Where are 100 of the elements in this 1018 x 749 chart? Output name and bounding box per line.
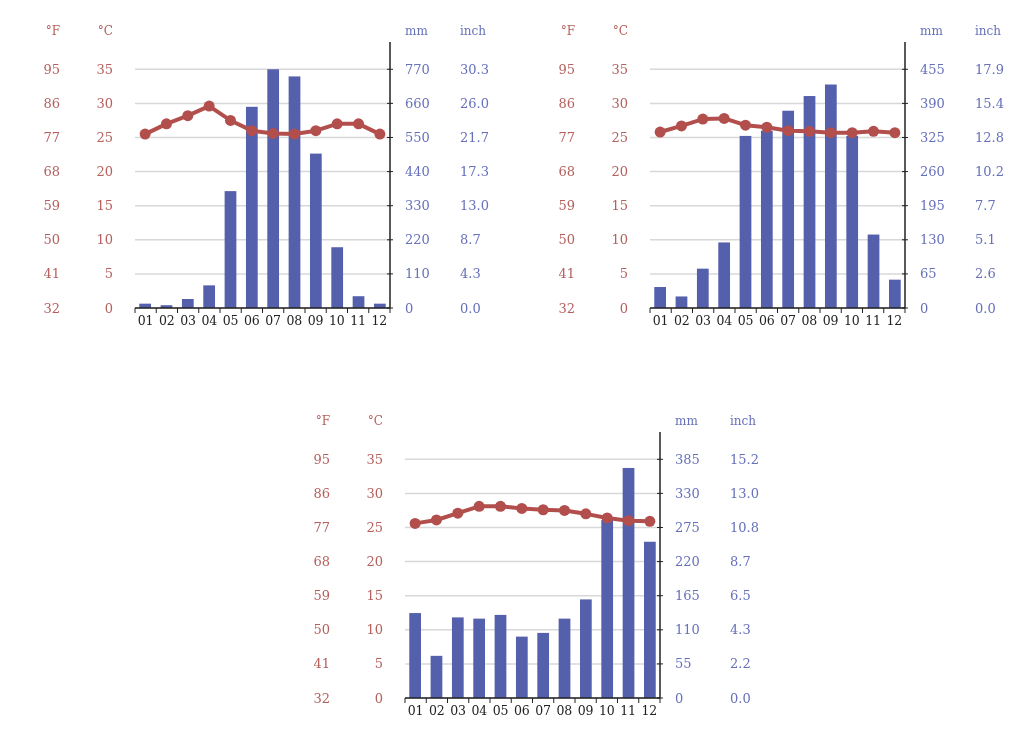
text: 0.0 bbox=[460, 300, 481, 316]
y2-tick-label: 660 bbox=[405, 95, 430, 111]
text: inch bbox=[460, 24, 487, 38]
y3-tick-label: 95 bbox=[313, 451, 330, 467]
point bbox=[644, 515, 656, 527]
text: 6.5 bbox=[730, 588, 751, 604]
point bbox=[623, 515, 635, 527]
y3-tick-label: 32 bbox=[558, 300, 575, 316]
y2-tick-label: 0 bbox=[675, 690, 684, 706]
y-tick-label: 15 bbox=[611, 198, 628, 214]
y-tick-label: 0 bbox=[374, 690, 383, 706]
point bbox=[452, 507, 464, 519]
bar bbox=[782, 110, 795, 308]
x-tick-label: 08 bbox=[286, 313, 303, 328]
text: 26.0 bbox=[460, 95, 489, 111]
x-tick-label: 10 bbox=[598, 703, 615, 718]
x-tick-label: 06 bbox=[758, 313, 775, 328]
bar bbox=[675, 296, 688, 308]
point bbox=[203, 100, 215, 112]
y-tick-label: 5 bbox=[619, 266, 628, 282]
y2-tick-label: 260 bbox=[920, 164, 945, 180]
y3-axis-title: °F bbox=[45, 24, 60, 38]
y-tick-label: 35 bbox=[611, 61, 628, 77]
y-tick-label: 35 bbox=[366, 451, 383, 467]
text: 0.0 bbox=[975, 300, 996, 316]
point bbox=[494, 500, 506, 512]
y3-tick-label: 59 bbox=[43, 198, 60, 214]
y2-tick-label: 130 bbox=[920, 232, 945, 248]
y-tick-label: 20 bbox=[96, 164, 113, 180]
y2-tick-label: 390 bbox=[920, 95, 945, 111]
x-tick-label: 08 bbox=[556, 703, 573, 718]
x-tick-label: 07 bbox=[780, 313, 797, 328]
y2-tick-label: 330 bbox=[405, 198, 430, 214]
y2-tick-label: 220 bbox=[405, 232, 430, 248]
x-tick-label: 02 bbox=[673, 313, 690, 328]
bar bbox=[718, 242, 731, 308]
point bbox=[761, 121, 773, 133]
text: 0.0 bbox=[730, 690, 751, 706]
y2-tick-label: 440 bbox=[405, 164, 430, 180]
y3-tick-label: 68 bbox=[558, 164, 575, 180]
point bbox=[654, 126, 666, 138]
text: 21.7 bbox=[460, 130, 489, 146]
x-tick-label: 12 bbox=[371, 313, 388, 328]
point bbox=[825, 127, 837, 139]
y2-tick-label: 110 bbox=[405, 266, 430, 282]
y-tick-label: 10 bbox=[611, 232, 628, 248]
x-tick-label: 05 bbox=[492, 703, 509, 718]
point bbox=[473, 500, 485, 512]
y-tick-label: 30 bbox=[96, 95, 113, 111]
x-tick-label: 02 bbox=[158, 313, 175, 328]
y2-tick-label: 65 bbox=[920, 266, 937, 282]
bar bbox=[846, 135, 859, 308]
x-tick-label: 11 bbox=[865, 313, 882, 328]
y2-axis-title: mm bbox=[675, 414, 699, 428]
text: 17.9 bbox=[975, 61, 1004, 77]
bar bbox=[579, 599, 592, 698]
point bbox=[868, 125, 880, 137]
point bbox=[310, 125, 322, 137]
x-tick-label: 12 bbox=[641, 703, 658, 718]
x-tick-label: 01 bbox=[137, 313, 154, 328]
x-tick-label: 03 bbox=[180, 313, 197, 328]
text: 13.0 bbox=[730, 485, 759, 501]
bar bbox=[451, 617, 464, 698]
bar bbox=[558, 618, 571, 698]
y2-tick-label: 455 bbox=[920, 61, 945, 77]
point bbox=[580, 508, 592, 520]
point bbox=[559, 504, 571, 516]
point bbox=[739, 119, 751, 131]
point bbox=[353, 118, 365, 130]
text: 2.2 bbox=[730, 656, 751, 672]
y-tick-label: 15 bbox=[366, 588, 383, 604]
y3-tick-label: 77 bbox=[313, 520, 330, 536]
bar bbox=[867, 234, 880, 308]
y2-axis-title: mm bbox=[920, 24, 944, 38]
x-tick-label: 06 bbox=[243, 313, 260, 328]
y2-tick-label: 275 bbox=[675, 520, 700, 536]
y2-axis-title: mm bbox=[405, 24, 429, 38]
text: 15.2 bbox=[730, 451, 759, 467]
y-tick-label: 20 bbox=[611, 164, 628, 180]
x-tick-label: 08 bbox=[801, 313, 818, 328]
point bbox=[289, 128, 301, 140]
y-tick-label: 0 bbox=[104, 300, 113, 316]
y-tick-label: 10 bbox=[96, 232, 113, 248]
y-tick-label: 35 bbox=[96, 61, 113, 77]
y2-tick-label: 110 bbox=[675, 622, 700, 638]
y2-tick-label: 0 bbox=[405, 300, 414, 316]
y-tick-label: 5 bbox=[374, 656, 383, 672]
y3-tick-label: 32 bbox=[43, 300, 60, 316]
x-tick-label: 09 bbox=[577, 703, 594, 718]
bar bbox=[331, 247, 344, 308]
point bbox=[846, 127, 858, 139]
x-tick-label: 03 bbox=[695, 313, 712, 328]
text: 8.7 bbox=[730, 554, 751, 570]
bar bbox=[644, 541, 656, 698]
bar bbox=[622, 467, 635, 698]
y2-tick-label: 325 bbox=[920, 130, 945, 146]
bar bbox=[760, 130, 773, 308]
bar bbox=[409, 613, 421, 698]
text: 10.2 bbox=[975, 164, 1004, 180]
y3-tick-label: 41 bbox=[43, 266, 60, 282]
